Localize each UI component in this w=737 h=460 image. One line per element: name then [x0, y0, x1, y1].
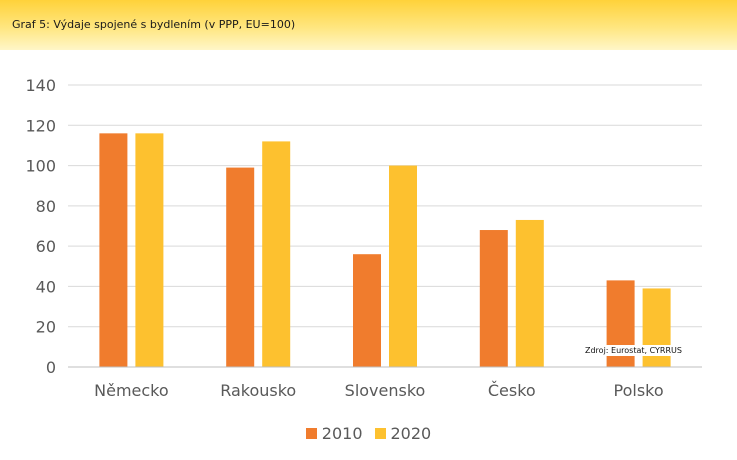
legend-swatch-2010 [305, 428, 317, 439]
bar-2020-3 [515, 219, 544, 367]
y-tick-label: 0 [46, 358, 56, 377]
bar-2010-2 [353, 254, 381, 367]
source-note: Zdroj: Eurostat, CYRRUS [583, 345, 684, 356]
x-tick-label: Slovensko [345, 381, 426, 400]
chart-title: Graf 5: Výdaje spojené s bydlením (v PPP… [12, 18, 296, 31]
y-tick-label: 20 [36, 318, 56, 337]
x-tick-label: Německo [94, 381, 169, 400]
bar-2020-0 [135, 133, 164, 367]
y-tick-label: 140 [25, 76, 56, 95]
legend: 2010 2020 [0, 424, 737, 443]
bar-2010-3 [479, 230, 508, 367]
bar-2010-0 [99, 133, 128, 367]
legend-swatch-2020 [374, 428, 386, 439]
y-tick-label: 40 [36, 277, 56, 296]
x-tick-label: Polsko [614, 381, 664, 400]
bar-2020-2 [389, 165, 417, 367]
y-tick-label: 100 [25, 157, 56, 176]
x-tick-label: Česko [488, 381, 536, 400]
bar-2020-1 [262, 141, 291, 367]
legend-item-2010: 2010 [305, 424, 363, 443]
y-tick-label: 80 [36, 197, 56, 216]
y-tick-label: 60 [36, 237, 56, 256]
legend-item-2020: 2020 [374, 424, 432, 443]
y-tick-label: 120 [25, 116, 56, 135]
bar-2010-1 [226, 167, 255, 367]
chart-header: Graf 5: Výdaje spojené s bydlením (v PPP… [0, 0, 737, 50]
legend-label-2020: 2020 [390, 424, 432, 443]
legend-label-2010: 2010 [321, 424, 363, 443]
x-tick-label: Rakousko [220, 381, 296, 400]
